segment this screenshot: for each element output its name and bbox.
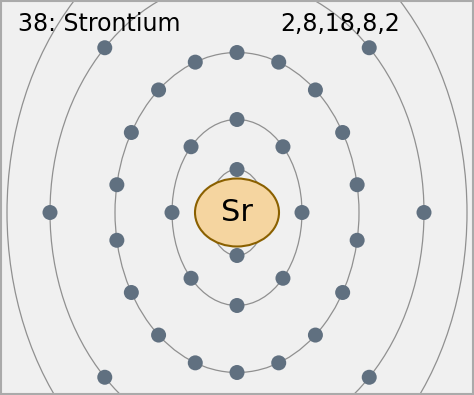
Circle shape xyxy=(188,356,203,371)
Circle shape xyxy=(335,285,350,300)
Circle shape xyxy=(183,271,199,286)
Ellipse shape xyxy=(195,179,279,246)
Circle shape xyxy=(335,125,350,140)
Circle shape xyxy=(350,233,365,248)
Circle shape xyxy=(97,40,112,55)
Text: Sr: Sr xyxy=(221,198,253,227)
Circle shape xyxy=(275,139,291,154)
Circle shape xyxy=(350,177,365,192)
Circle shape xyxy=(109,177,124,192)
Circle shape xyxy=(308,327,323,342)
Circle shape xyxy=(229,248,245,263)
Circle shape xyxy=(308,83,323,98)
Circle shape xyxy=(43,205,57,220)
Circle shape xyxy=(362,40,377,55)
Circle shape xyxy=(124,125,139,140)
Circle shape xyxy=(183,139,199,154)
Circle shape xyxy=(151,327,166,342)
Circle shape xyxy=(124,285,139,300)
Circle shape xyxy=(151,83,166,98)
Circle shape xyxy=(97,370,112,385)
Circle shape xyxy=(271,356,286,371)
Circle shape xyxy=(229,298,245,313)
Circle shape xyxy=(271,55,286,70)
Circle shape xyxy=(294,205,310,220)
Circle shape xyxy=(417,205,431,220)
Text: 38: Strontium: 38: Strontium xyxy=(18,12,181,36)
Circle shape xyxy=(188,55,203,70)
Circle shape xyxy=(229,45,245,60)
Circle shape xyxy=(275,271,291,286)
Circle shape xyxy=(229,112,245,127)
Circle shape xyxy=(229,162,245,177)
Circle shape xyxy=(109,233,124,248)
Circle shape xyxy=(362,370,377,385)
Circle shape xyxy=(229,365,245,380)
Text: 2,8,18,8,2: 2,8,18,8,2 xyxy=(280,12,400,36)
Circle shape xyxy=(164,205,180,220)
